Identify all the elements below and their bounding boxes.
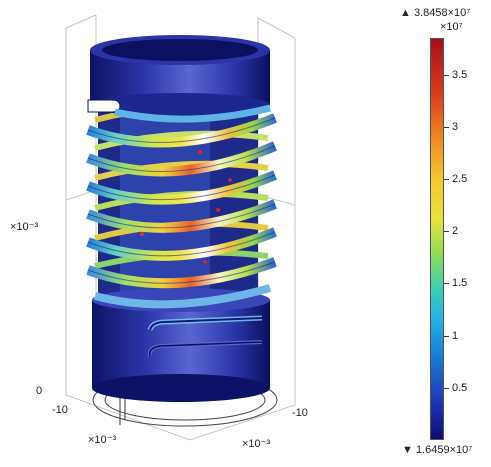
colorbar-tick-label: 1.5 [452, 277, 468, 290]
colorbar-tick-label: 2.5 [452, 172, 468, 185]
x-axis-right-tick: -10 [292, 407, 308, 419]
x-axis-left-exponent-label: ×10⁻³ [88, 434, 117, 446]
colorbar-tick-mark [444, 283, 449, 285]
colorbar-exponent-label: ×10⁷ [440, 21, 463, 33]
x-axis-left-tick: -10 [52, 404, 68, 416]
colorbar-tick-mark [444, 231, 449, 233]
colorbar-tick-mark [444, 335, 449, 337]
top-cylinder [87, 35, 270, 117]
colorbar-tick-label: 2 [452, 225, 459, 238]
helical-coils [86, 102, 277, 309]
colorbar-max-label: ▲ 3.8458×10⁷ [400, 7, 471, 19]
colorbar-tick-mark [444, 178, 449, 180]
colorbar-tick-mark [444, 387, 449, 389]
colorbar-tick-label: 0.5 [452, 381, 468, 394]
colorbar-tick-mark [444, 126, 449, 128]
colorbar-tick-label: 3.5 [452, 68, 468, 81]
colorbar-min-label: ▼ 1.6459×10⁷ [402, 444, 473, 456]
x-axis-right-exponent-label: ×10⁻³ [242, 438, 271, 450]
colorbar-tick-mark [444, 74, 449, 76]
colorbar-tick-label: 3 [452, 120, 459, 133]
colorbar-tick-label: 1 [452, 329, 459, 342]
colorbar [430, 38, 444, 440]
z-axis-zero-label: 0 [36, 385, 43, 397]
z-axis-exponent-label: ×10⁻³ [10, 221, 39, 233]
